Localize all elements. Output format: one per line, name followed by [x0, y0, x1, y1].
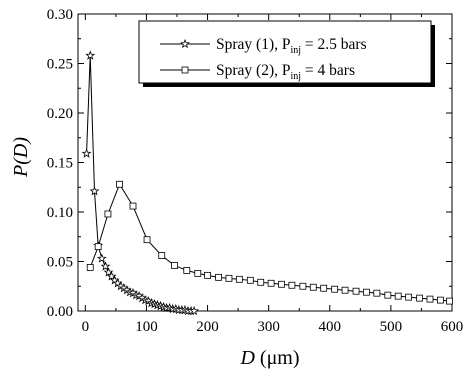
series-1-point [89, 186, 100, 196]
series-2-point [267, 279, 275, 287]
series-2-point [309, 283, 317, 291]
x-tick-label: 0 [82, 319, 90, 335]
legend-label: Spray (2), Pinj = 4 bars [216, 62, 355, 82]
y-tick-label: 0.15 [47, 156, 73, 172]
x-axis-title-unit: (μm) [255, 347, 300, 369]
series-2-point [394, 292, 402, 300]
series-2-point [416, 294, 424, 302]
legend-label-rest: = 2.5 bars [301, 36, 367, 53]
series-2-point [446, 297, 453, 305]
series-2-point [341, 286, 349, 294]
series-2-point [426, 295, 434, 303]
series-2 [86, 180, 453, 305]
series-2-point [246, 276, 254, 284]
y-tick-label: 0.30 [47, 7, 73, 23]
x-tick-label: 600 [441, 319, 464, 335]
series-2-point [194, 269, 202, 277]
y-axis-title: P(D) [10, 137, 32, 178]
y-tick-label: 0.10 [47, 205, 73, 221]
series-2-point [363, 288, 370, 296]
series-1-point [189, 305, 199, 316]
x-tick-label: 400 [319, 319, 342, 335]
legend-marker [180, 38, 190, 49]
series-2-point [225, 274, 233, 282]
series-1-point [81, 148, 92, 158]
series-2-point [373, 289, 381, 297]
legend-label-rest: = 4 bars [301, 62, 355, 79]
series-2-line [89, 183, 450, 302]
legend-label-sub: inj [290, 45, 301, 56]
series-2-point [171, 262, 178, 269]
series-1-point [106, 271, 117, 281]
y-axis: 0.00 0.05 0.10 0.15 0.20 0.25 0.30 [47, 7, 452, 320]
x-axis: 0 100 200 300 400 500 600 [82, 14, 464, 335]
legend-label: Spray (1), Pinj = 2.5 bars [216, 36, 367, 56]
series-2-point [278, 280, 285, 288]
series-1-point [103, 267, 114, 277]
legend-label-main: Spray (1), P [216, 36, 290, 53]
legend-entry-2: Spray (2), Pinj = 4 bars [160, 62, 355, 82]
x-axis-title: D (μm) [239, 347, 299, 369]
series-2-point [436, 296, 444, 304]
series-1-line [86, 55, 195, 312]
x-tick-label: 500 [380, 319, 403, 335]
x-tick-label: 300 [257, 319, 280, 335]
series-layer [81, 50, 453, 316]
series-1-point [85, 50, 96, 60]
legend-marker [181, 66, 189, 74]
series-2-point [129, 202, 137, 210]
series-2-point [352, 287, 360, 295]
series-2-point [158, 252, 166, 259]
y-tick-label: 0.05 [47, 255, 73, 271]
series-1-point [96, 253, 107, 263]
series-1 [81, 50, 199, 316]
y-tick-label: 0.20 [47, 106, 73, 122]
x-tick-label: 200 [196, 319, 219, 335]
series-2-point [183, 267, 191, 274]
series-2-point [288, 281, 296, 289]
series-2-point [116, 180, 123, 188]
series-2-point [331, 285, 339, 293]
series-2-point [384, 291, 392, 299]
y-tick-label: 0.25 [47, 57, 73, 73]
series-2-point [257, 278, 265, 286]
series-2-point [215, 273, 222, 281]
series-2-point [320, 284, 328, 292]
legend-entry-1: Spray (1), Pinj = 2.5 bars [160, 36, 367, 56]
series-2-point [143, 236, 151, 244]
x-tick-label: 100 [135, 319, 158, 335]
x-axis-title-symbol: D [239, 347, 255, 369]
series-2-point [299, 282, 307, 290]
series-2-point [405, 293, 413, 301]
series-2-point [94, 243, 102, 251]
series-2-point [104, 210, 112, 218]
series-1-point [100, 261, 111, 271]
y-tick-label: 0.00 [47, 304, 73, 320]
legend-label-sub: inj [290, 71, 301, 82]
legend-label-main: Spray (2), P [216, 62, 290, 79]
series-2-point [86, 264, 94, 271]
series-2-point [235, 275, 243, 283]
series-2-point [204, 271, 211, 279]
